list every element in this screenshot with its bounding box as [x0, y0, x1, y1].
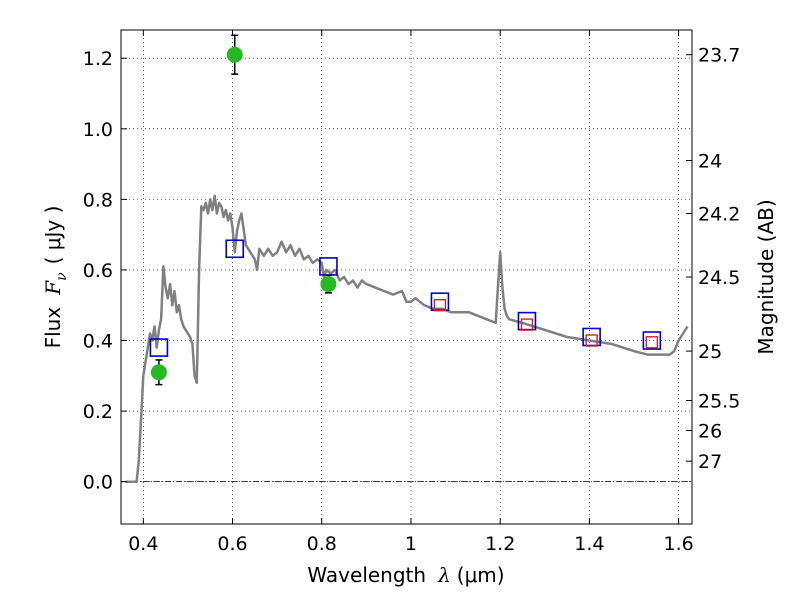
y2-tick-label: 26 [698, 420, 722, 442]
filter-averaged-square [520, 318, 534, 331]
y-tick-label: 0.0 [83, 472, 113, 494]
model-photometry-square [642, 331, 662, 350]
filter-averaged-square [645, 336, 659, 349]
y2-axis-title: Magnitude (AB) [754, 199, 778, 354]
y2-tick-label: 25.5 [698, 391, 740, 413]
model-photometry-square [149, 338, 169, 357]
model-photometry-square [225, 239, 245, 259]
plot-data [125, 34, 689, 483]
observed-point [226, 46, 243, 63]
grid [121, 30, 692, 524]
y-tick-label: 1.0 [83, 119, 113, 141]
y-tick-label: 0.4 [83, 331, 113, 353]
observed-point [320, 276, 337, 293]
model-sed-line [125, 194, 689, 483]
y-tick-label: 0.6 [83, 260, 113, 282]
y-axis-title: FluxFν( μJy ) [41, 206, 70, 349]
x-axis-title: Wavelength λ (μm) [307, 563, 504, 587]
y2-tick-label: 24.5 [698, 267, 740, 289]
y2-tick-label: 24 [698, 151, 722, 173]
x-tick-label: 1.6 [664, 533, 694, 555]
y2-tick-label: 23.7 [698, 45, 740, 67]
plot-frame [120, 29, 693, 525]
y2-tick-label: 27 [698, 451, 722, 473]
y-tick-label: 0.2 [83, 401, 113, 423]
ticks: 0.4 0.6 0.8 1 1.2 1.4 1.6 0.0 0.2 0.4 0.6 0.8 1.0 1.2… [83, 30, 740, 555]
x-tick-label: 1.4 [574, 533, 604, 555]
filter-averaged-square [433, 299, 447, 312]
x-tick-label: 1.2 [485, 533, 515, 555]
y2-tick-label: 25 [698, 341, 722, 363]
x-tick-label: 0.8 [307, 533, 337, 555]
x-tick-label: 0.6 [217, 533, 247, 555]
x-tick-label: 1 [405, 533, 417, 555]
observed-point [150, 364, 167, 381]
filter-averaged-square [585, 334, 598, 347]
x-tick-label: 0.4 [128, 533, 158, 555]
y2-tick-label: 24.2 [698, 203, 740, 225]
y-tick-label: 1.2 [83, 48, 113, 70]
y-tick-label: 0.8 [83, 189, 113, 211]
